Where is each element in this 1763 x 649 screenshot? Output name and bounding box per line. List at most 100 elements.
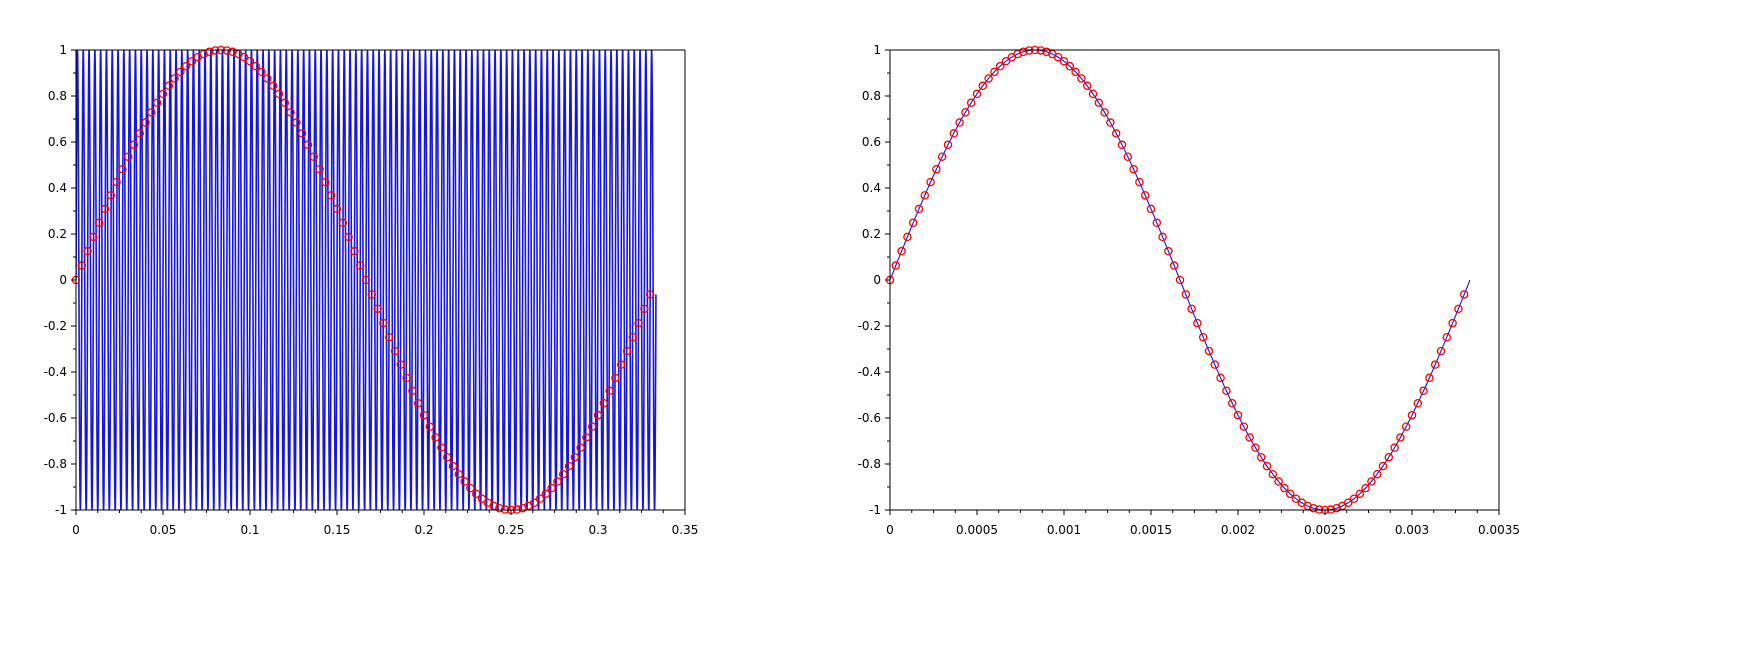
x-tick-label: 0.35: [672, 523, 699, 537]
data-point: [984, 74, 993, 83]
data-point: [466, 483, 475, 493]
data-point: [961, 108, 970, 117]
data-point: [897, 246, 906, 256]
data-point: [1082, 81, 1092, 91]
data-point: [995, 61, 1005, 71]
data-point: [274, 89, 284, 99]
x-tick-label: 0.0035: [1478, 523, 1520, 537]
data-point: [1343, 498, 1353, 508]
data-point: [1152, 218, 1162, 228]
data-point: [454, 469, 464, 479]
data-point: [89, 232, 98, 242]
y-tick-label: 0.8: [48, 89, 67, 103]
x-tick-label: 0.1: [240, 523, 259, 537]
data-point: [431, 433, 440, 442]
data-point: [344, 232, 353, 242]
data-point: [570, 452, 580, 462]
data-point: [419, 410, 429, 420]
data-point: [257, 67, 266, 77]
data-point: [123, 152, 133, 162]
y-tick-label: -0.8: [44, 457, 67, 471]
data-point: [1396, 433, 1405, 442]
data-point: [903, 232, 912, 242]
x-tick-label: 0.25: [498, 523, 525, 537]
data-point: [1181, 290, 1191, 299]
data-point: [245, 57, 255, 66]
data-point: [1193, 318, 1202, 328]
data-point: [292, 118, 301, 127]
data-point: [914, 204, 924, 214]
data-point: [1001, 57, 1011, 66]
x-tick-label: 0.001: [1047, 523, 1081, 537]
y-tick-label: -0.4: [858, 365, 881, 379]
data-point: [932, 164, 941, 174]
data-point: [309, 152, 319, 162]
y-tick-label: -0.2: [44, 319, 67, 333]
data-point: [1268, 469, 1278, 479]
data-point: [170, 74, 179, 83]
data-point: [966, 98, 976, 108]
data-point: [937, 152, 947, 162]
data-point: [1448, 318, 1457, 328]
data-point: [640, 304, 649, 314]
data-point: [1071, 67, 1080, 77]
data-point: [1430, 360, 1440, 369]
data-point: [286, 108, 295, 117]
data-point: [303, 140, 313, 150]
y-tick-label: -1: [55, 503, 67, 517]
y-tick-label: 0: [873, 273, 881, 287]
series-line-1: [890, 49, 1471, 511]
data-point: [1390, 443, 1399, 452]
x-tick-label: 0: [886, 523, 894, 537]
data-point: [1355, 489, 1365, 499]
data-point: [978, 81, 988, 91]
data-point: [321, 177, 330, 187]
data-point: [1291, 494, 1301, 503]
data-point: [1129, 164, 1138, 174]
data-point: [1106, 118, 1115, 127]
data-point: [477, 494, 487, 503]
data-point: [1094, 98, 1104, 108]
data-point: [1378, 461, 1388, 471]
data-point: [943, 140, 953, 150]
data-point: [547, 483, 556, 493]
y-tick-label: -0.2: [858, 319, 881, 333]
data-point: [1413, 398, 1423, 408]
data-point: [1280, 483, 1289, 493]
data-point: [315, 164, 324, 174]
data-point: [1384, 452, 1394, 462]
data-point: [448, 461, 458, 471]
data-point: [634, 318, 643, 328]
data-point: [1065, 61, 1075, 71]
data-point: [564, 461, 574, 471]
data-point: [164, 81, 174, 91]
data-point: [1407, 410, 1417, 420]
y-tick-label: -0.4: [44, 365, 67, 379]
data-point: [1164, 246, 1173, 256]
series-line-1: [76, 49, 657, 511]
y-tick-label: -0.6: [44, 411, 67, 425]
data-point: [205, 47, 214, 57]
x-tick-label: 0.0025: [1304, 523, 1346, 537]
data-point: [280, 98, 290, 108]
data-point: [83, 246, 92, 256]
data-point: [1117, 140, 1127, 150]
data-point: [1285, 489, 1295, 499]
data-point: [541, 489, 551, 499]
data-point: [112, 177, 121, 187]
data-point: [129, 140, 139, 150]
data-point: [1419, 386, 1428, 396]
y-tick-label: 0: [59, 273, 67, 287]
x-tick-label: 0.05: [150, 523, 177, 537]
chart-1: -1 -0.8 -0.6 -0.4 -0.2 0 0.2 0.4 0.6 0.8 1 0 0.05 0.1…: [44, 43, 699, 537]
x-tick-label: 0.0005: [956, 523, 998, 537]
data-point: [1088, 89, 1098, 99]
data-point: [622, 346, 632, 356]
data-point: [402, 373, 411, 383]
data-point: [1442, 332, 1452, 342]
y-tick-label: 1: [59, 43, 67, 57]
data-point: [390, 346, 400, 356]
data-point: [955, 118, 964, 127]
data-point: [1175, 275, 1185, 285]
